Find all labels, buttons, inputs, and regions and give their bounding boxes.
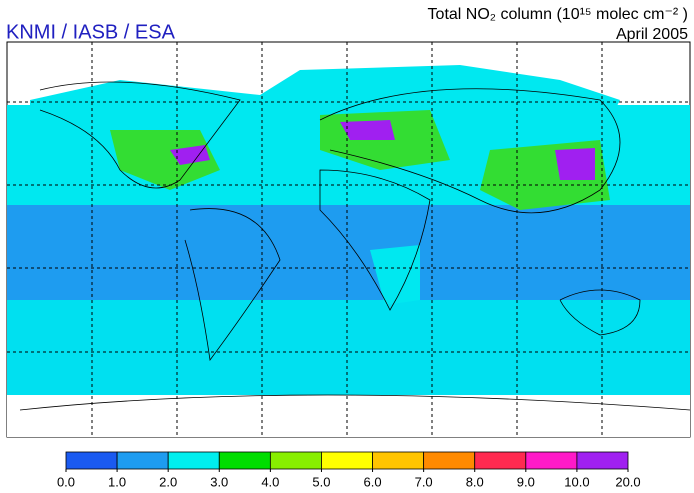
date: April 2005 <box>616 26 688 43</box>
africa-no2 <box>370 245 420 305</box>
colorbar-label: 6.0 <box>364 474 382 489</box>
colorbar: 0.0 1.0 2.0 3.0 4.0 5.0 6.0 7.0 8.0 9.0 10.0 20.0 <box>57 451 641 489</box>
colorbar-label: 2.0 <box>159 474 177 489</box>
antarctica <box>7 395 690 437</box>
colorbar-segment <box>474 451 527 470</box>
colorbar-label: 9.0 <box>517 474 535 489</box>
colorbar-segment <box>525 451 578 470</box>
colorbar-label: 4.0 <box>261 474 279 489</box>
colorbar-label: 10.0 <box>564 474 589 489</box>
colorbar-label: 1.0 <box>108 474 126 489</box>
colorbar-segment <box>372 451 425 470</box>
colorbar-label: 7.0 <box>415 474 433 489</box>
colorbar-segment <box>116 451 169 470</box>
map <box>6 41 691 438</box>
colorbar-segment <box>218 451 271 470</box>
colorbar-label: 20.0 <box>615 474 640 489</box>
band-tropics <box>7 205 690 300</box>
colorbar-segment <box>65 451 118 470</box>
colorbar-segment <box>423 451 476 470</box>
asia-peak <box>555 148 595 180</box>
colorbar-label: 5.0 <box>312 474 330 489</box>
colorbar-segment <box>167 451 220 470</box>
colorbar-label: 3.0 <box>210 474 228 489</box>
colorbar-segment <box>269 451 322 470</box>
north-america-peak <box>170 145 210 165</box>
source: KNMI / IASB / ESA <box>6 21 176 43</box>
title: Total NO₂ column (10¹⁵ molec cm⁻² ) <box>428 6 688 23</box>
colorbar-segment <box>321 451 373 470</box>
coastlines <box>19 81 691 411</box>
colorbar-label: 8.0 <box>466 474 484 489</box>
north-america-no2 <box>110 130 220 190</box>
europe-peak <box>340 120 395 140</box>
colorbar-label: 0.0 <box>57 474 75 489</box>
colorbar-segment <box>576 451 629 470</box>
band-south <box>7 300 690 395</box>
